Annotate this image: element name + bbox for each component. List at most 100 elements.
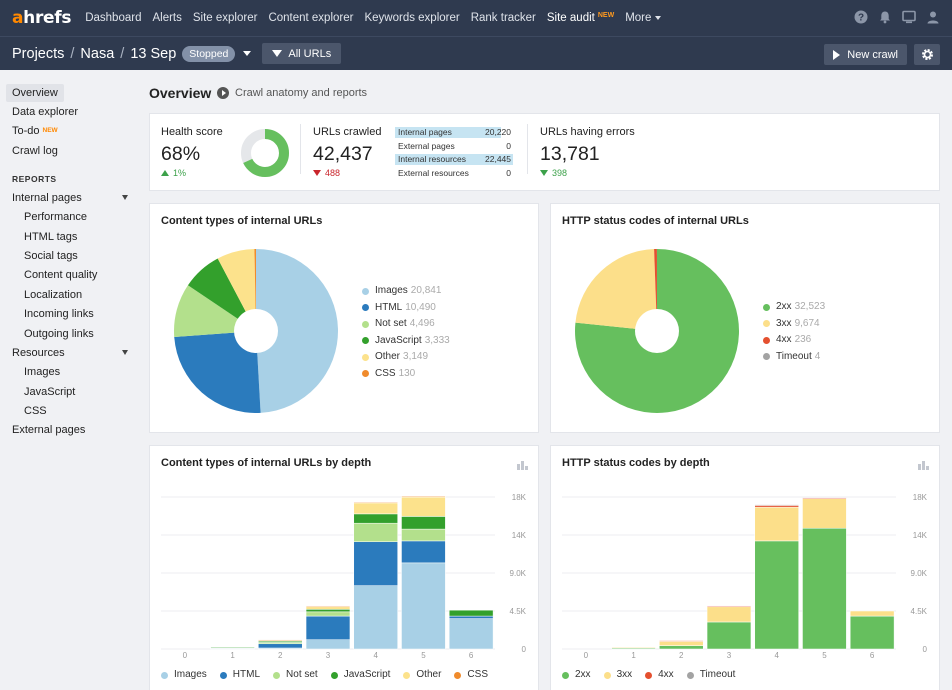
chevron-down-icon[interactable] (122, 350, 128, 355)
sidebar-item-images[interactable]: Images (24, 366, 61, 378)
bar-segment-css[interactable] (353, 501, 398, 504)
bar-segment-2xx[interactable] (754, 540, 799, 650)
sidebar-item-localization[interactable]: Localization (24, 289, 83, 301)
nav-site-audit[interactable]: Site audit NEW (546, 12, 615, 24)
bar-segment-2xx[interactable] (802, 527, 847, 650)
pie-slice-images[interactable] (256, 249, 338, 413)
legend-item-other[interactable]: Other (403, 667, 441, 684)
sidebar-item-resources[interactable]: Resources (12, 347, 65, 359)
breakdown-row[interactable]: External resources 0 (398, 167, 511, 178)
legend-item-4xx[interactable]: 4xx (645, 667, 674, 684)
bar-segment-css[interactable] (305, 605, 351, 608)
sidebar-item-todo[interactable]: To-do NEW (12, 125, 58, 137)
bar-segment-2xx[interactable] (659, 645, 704, 650)
legend-item-html[interactable]: HTML (219, 667, 260, 684)
bar-segment-3xx[interactable] (611, 646, 656, 649)
settings-button[interactable] (914, 44, 940, 65)
sidebar-item-crawl-log[interactable]: Crawl log (12, 145, 58, 157)
legend-item-2xx[interactable]: 2xx (562, 667, 591, 684)
bar-segment-other[interactable] (401, 496, 446, 517)
bar-segment-3xx[interactable] (849, 610, 895, 617)
bar-segment-javascript[interactable] (353, 513, 398, 524)
bar-chart-icon[interactable] (517, 460, 528, 470)
monitor-icon[interactable] (902, 10, 916, 24)
bar-segment-html[interactable] (401, 540, 446, 564)
sidebar-item-performance[interactable]: Performance (24, 211, 87, 223)
bar-segment-html[interactable] (258, 643, 303, 649)
pie-slice-javascript[interactable] (187, 258, 256, 331)
legend-item-not-set[interactable]: Not set 4,496 (362, 316, 450, 333)
user-icon[interactable] (926, 10, 940, 24)
crawl-anatomy-link[interactable]: Crawl anatomy and reports (217, 87, 367, 99)
bar-segment-javascript[interactable] (305, 609, 351, 613)
legend-item-images[interactable]: Images (161, 667, 207, 684)
breakdown-row[interactable]: Internal resources 22,445 (395, 153, 513, 166)
bar-segment-javascript[interactable] (448, 609, 494, 617)
sidebar-item-content-quality[interactable]: Content quality (24, 269, 98, 281)
legend-item-css[interactable]: CSS 130 (362, 366, 450, 383)
bar-segment-timeout[interactable] (754, 504, 799, 506)
legend-item-javascript[interactable]: JavaScript 3,333 (362, 333, 450, 350)
bar-segment-images[interactable] (305, 639, 351, 650)
breakdown-row[interactable]: External pages 0 (398, 140, 511, 151)
crumb-project[interactable]: Nasa (80, 45, 115, 62)
crumb-projects[interactable]: Projects (12, 45, 65, 62)
bar-segment-not-set[interactable] (401, 528, 446, 542)
sidebar-item-internal-pages[interactable]: Internal pages (12, 192, 82, 204)
sidebar-item-incoming-links[interactable]: Incoming links (24, 308, 94, 320)
crawl-dropdown-icon[interactable] (243, 51, 252, 56)
bar-segment-javascript[interactable] (210, 646, 255, 649)
nav-rank-tracker[interactable]: Rank tracker (470, 12, 536, 24)
sidebar-item-css[interactable]: CSS (24, 405, 47, 417)
bar-segment-other[interactable] (353, 502, 398, 515)
chevron-down-icon[interactable] (122, 195, 128, 200)
sidebar-item-external-pages[interactable]: External pages (12, 424, 86, 436)
bell-icon[interactable] (878, 10, 892, 24)
legend-item-javascript[interactable]: JavaScript (330, 667, 390, 684)
sidebar-item-data-explorer[interactable]: Data explorer (12, 106, 79, 118)
legend-item-css[interactable]: CSS (454, 667, 488, 684)
breakdown-row[interactable]: Internal pages 20,220 (395, 126, 513, 139)
bar-segment-not-set[interactable] (353, 522, 398, 543)
bar-segment-2xx[interactable] (849, 615, 895, 650)
bar-segment-2xx[interactable] (706, 621, 752, 650)
legend-item-images[interactable]: Images 20,841 (362, 283, 450, 300)
bar-segment-3xx[interactable] (754, 506, 799, 542)
bar-segment-images[interactable] (401, 562, 446, 650)
bar-segment-4xx[interactable] (754, 505, 799, 508)
bar-segment-4xx[interactable] (659, 640, 704, 642)
bar-segment-4xx[interactable] (706, 605, 752, 608)
pie-slice-html[interactable] (174, 331, 261, 413)
help-icon[interactable]: ? (854, 10, 868, 24)
sidebar-item-outgoing-links[interactable]: Outgoing links (24, 328, 94, 340)
legend-item-not-set[interactable]: Not set (273, 667, 318, 684)
pie-slice-3xx[interactable] (575, 249, 657, 331)
pie-slice-other[interactable] (217, 249, 256, 331)
bar-segment-not-set[interactable] (305, 611, 351, 617)
bar-chart-icon[interactable] (918, 460, 929, 470)
all-urls-filter-button[interactable]: All URLs (262, 43, 342, 64)
new-crawl-button[interactable]: New crawl (824, 44, 907, 65)
crumb-date[interactable]: 13 Sep (130, 45, 177, 62)
nav-keywords-explorer[interactable]: Keywords explorer (364, 12, 460, 24)
legend-item-other[interactable]: Other 3,149 (362, 349, 450, 366)
nav-alerts[interactable]: Alerts (152, 12, 182, 24)
bar-segment-4xx[interactable] (802, 497, 847, 499)
bar-segment-css[interactable] (258, 639, 303, 641)
ahrefs-logo[interactable]: ahrefs (12, 8, 72, 28)
legend-item-2xx[interactable]: 2xx 32,523 (763, 299, 825, 316)
bar-segment-images[interactable] (448, 618, 494, 650)
bar-segment-images[interactable] (353, 585, 398, 650)
nav-more[interactable]: More (625, 12, 662, 24)
bar-segment-javascript[interactable] (401, 516, 446, 530)
nav-site-explorer[interactable]: Site explorer (192, 12, 258, 24)
legend-item-timeout[interactable]: Timeout (686, 667, 735, 684)
bar-segment-3xx[interactable] (659, 641, 704, 646)
legend-item-3xx[interactable]: 3xx 9,674 (763, 316, 825, 333)
legend-item-4xx[interactable]: 4xx 236 (763, 332, 825, 349)
bar-segment-3xx[interactable] (706, 606, 752, 623)
legend-item-3xx[interactable]: 3xx (603, 667, 632, 684)
nav-content-explorer[interactable]: Content explorer (268, 12, 354, 24)
sidebar-item-social-tags[interactable]: Social tags (24, 250, 78, 262)
bar-segment-3xx[interactable] (802, 498, 847, 529)
